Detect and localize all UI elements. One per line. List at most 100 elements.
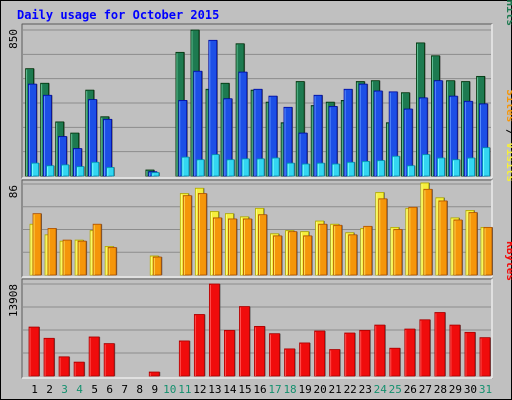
bar-kbytes-day-26 [404, 328, 416, 377]
bar-sites-day-29 [453, 219, 463, 276]
bar-pages-day-16 [256, 158, 266, 177]
bar-sites-day-16 [258, 214, 268, 276]
bar-pages-day-13 [211, 154, 220, 177]
legend-separator: / [504, 122, 512, 142]
bars [29, 182, 493, 276]
bar-kbytes-day-22 [344, 332, 356, 377]
x-tick-label-day-30: 30 [464, 383, 477, 396]
bar-pages-day-15 [241, 158, 251, 177]
series-files [27, 39, 489, 177]
bar-pages-day-14 [226, 159, 236, 177]
bar-pages-day-9 [151, 172, 160, 177]
x-tick-label-day-18: 18 [283, 383, 296, 396]
bar-kbytes-day-4 [73, 361, 86, 377]
x-tick-label-day-27: 27 [419, 383, 432, 396]
y-max-label: 86 [7, 185, 20, 198]
bar-kbytes-day-11 [178, 340, 191, 377]
bar-pages-day-31 [482, 147, 491, 177]
panel-visits-sites: 86 Sites / Visits [7, 89, 512, 278]
x-tick-label-day-4: 4 [76, 383, 83, 396]
bar-sites-day-19 [303, 235, 313, 276]
legend-entry-visits: Visits [504, 142, 512, 182]
bar-kbytes-day-13 [208, 283, 221, 377]
bar-pages-day-12 [196, 159, 205, 177]
bar-sites-day-20 [318, 223, 328, 276]
bar-kbytes-day-29 [449, 324, 461, 377]
bar-sites-day-27 [423, 188, 433, 276]
bar-sites-day-3 [62, 239, 73, 276]
chart-panels: 850 Pages / Files / Hits 86 Sites / Visits 1… [7, 0, 512, 379]
panel-kbytes: 13908 KBytes [7, 241, 512, 379]
bar-sites-day-23 [363, 225, 373, 276]
bar-sites-day-4 [77, 240, 88, 276]
bar-kbytes-day-25 [389, 347, 401, 377]
x-axis-labels: 1 2 3 4 5 6 7 8 9 10 11 12 13 14 15 16 17 18 19 20 21 22 23 24 2… [31, 383, 492, 396]
x-tick-label-day-10: 10 [163, 383, 176, 396]
series-pages [31, 147, 491, 177]
bar-sites-day-6 [107, 247, 118, 276]
x-tick-label-day-9: 9 [151, 383, 158, 396]
bar-sites-day-11 [182, 195, 193, 276]
x-tick-label-day-16: 16 [253, 383, 266, 396]
bar-kbytes-day-14 [224, 329, 236, 377]
bar-sites-day-15 [243, 218, 253, 276]
bar-kbytes-day-27 [419, 319, 431, 377]
bar-sites-day-12 [197, 193, 208, 276]
bar-kbytes-day-18 [284, 348, 296, 377]
x-tick-label-day-29: 29 [449, 383, 462, 396]
bar-sites-day-28 [438, 200, 448, 276]
bar-sites-day-22 [348, 234, 358, 276]
x-tick-label-day-7: 7 [121, 383, 128, 396]
bars [28, 283, 491, 377]
x-tick-label-day-12: 12 [193, 383, 206, 396]
chart-title: Daily usage for October 2015 [17, 8, 219, 22]
x-tick-label-day-26: 26 [404, 383, 417, 396]
bar-pages-day-6 [106, 167, 115, 177]
x-tick-label-day-15: 15 [238, 383, 251, 396]
bar-kbytes-day-23 [359, 329, 371, 377]
bar-pages-day-19 [301, 163, 311, 177]
bar-pages-day-24 [376, 160, 386, 177]
legend-entry-kbytes: KBytes [504, 241, 512, 281]
bar-pages-day-1 [31, 162, 40, 177]
legend: Pages / Files / Hits [504, 0, 512, 26]
x-tick-label-day-1: 1 [31, 383, 38, 396]
x-tick-label-day-11: 11 [178, 383, 191, 396]
series-sites [32, 188, 493, 276]
bar-sites-day-18 [288, 231, 298, 276]
bar-sites-day-14 [228, 218, 238, 276]
series-kbytes [28, 283, 491, 377]
x-tick-label-day-24: 24 [374, 383, 388, 396]
bar-pages-day-25 [391, 155, 401, 177]
bar-kbytes-day-3 [58, 356, 71, 377]
bar-kbytes-day-20 [314, 330, 326, 377]
bar-sites-day-21 [333, 224, 343, 276]
bar-kbytes-day-12 [193, 314, 206, 377]
bar-pages-day-27 [422, 154, 431, 177]
bar-kbytes-day-21 [329, 349, 341, 377]
bar-pages-day-29 [452, 159, 461, 177]
bar-kbytes-day-16 [254, 325, 266, 377]
bar-kbytes-day-1 [28, 326, 40, 377]
x-tick-label-day-5: 5 [91, 383, 98, 396]
bar-sites-day-1 [32, 213, 42, 276]
x-tick-label-day-28: 28 [434, 383, 447, 396]
bar-pages-day-22 [346, 161, 356, 177]
x-tick-label-day-3: 3 [61, 383, 68, 396]
bar-kbytes-day-17 [269, 333, 281, 377]
bar-kbytes-day-15 [239, 306, 251, 377]
bar-kbytes-day-9 [148, 371, 161, 377]
bar-kbytes-day-5 [88, 336, 101, 377]
bar-sites-day-2 [47, 228, 58, 276]
bar-pages-day-2 [46, 165, 55, 177]
bar-sites-day-5 [92, 223, 103, 276]
bar-kbytes-day-24 [374, 324, 386, 377]
bar-pages-day-23 [361, 160, 371, 177]
bar-sites-day-30 [468, 212, 478, 276]
bars [25, 29, 491, 177]
legend: Sites / Visits [504, 89, 512, 182]
x-tick-label-day-2: 2 [46, 383, 53, 396]
x-tick-label-day-19: 19 [298, 383, 311, 396]
x-tick-label-day-13: 13 [208, 383, 221, 396]
